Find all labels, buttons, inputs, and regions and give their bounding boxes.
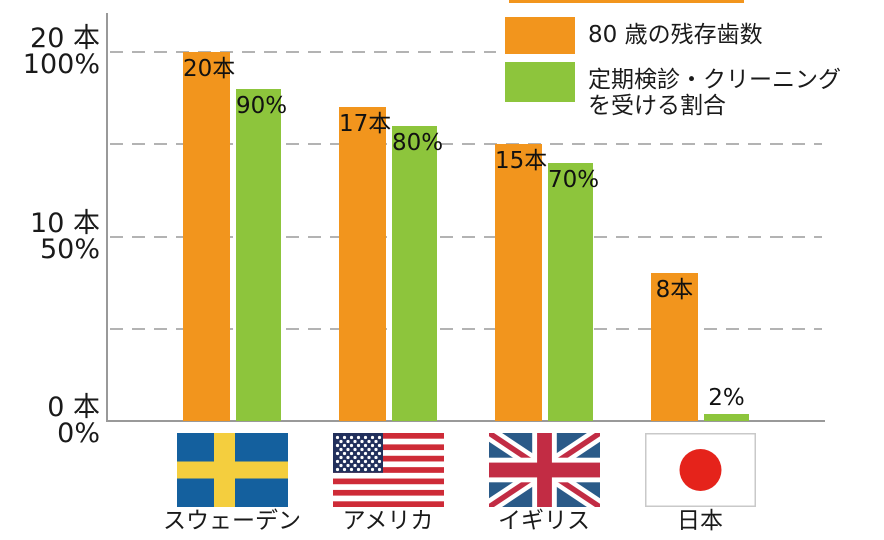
category-label-sweden: スウェーデン <box>163 508 301 534</box>
bar-value-label: 15本 <box>495 148 548 175</box>
legend-top-strip <box>509 0 744 3</box>
y-tick-teeth-label: 0 本 <box>47 392 100 423</box>
category-label-uk: イギリス <box>498 508 590 534</box>
legend-item-checkup: 定期検診・クリーニング を受ける割合 <box>505 62 841 119</box>
y-tick-teeth-label: 20 本 <box>30 23 100 54</box>
bar-checkup-sweden: 90% <box>236 88 288 421</box>
gridline-75pct <box>110 143 822 146</box>
bar-value-label: 2% <box>708 384 745 411</box>
bar-value-label: 8本 <box>655 277 694 304</box>
flag-sweden-icon <box>176 433 288 507</box>
y-axis-line <box>106 13 108 422</box>
legend-label-teeth: 80 歳の残存歯数 <box>588 22 763 48</box>
legend: 80 歳の残存歯数 定期検診・クリーニング を受ける割合 <box>496 0 868 119</box>
bar-teeth-sweden: 20本 <box>183 52 236 421</box>
legend-swatch-checkup-icon <box>505 62 575 102</box>
bar-checkup-usa: 80% <box>392 125 444 421</box>
flag-uk-icon <box>488 433 600 507</box>
bar-teeth-usa: 17本 <box>339 107 392 421</box>
bar-value-label: 70% <box>548 166 600 193</box>
y-tick-100pct: 20 本 100% <box>0 23 100 80</box>
bar-teeth-uk: 15本 <box>495 144 548 421</box>
category-label-japan: 日本 <box>677 508 723 534</box>
legend-label-checkup-line1: 定期検診・クリーニング <box>588 67 841 93</box>
category-label-usa: アメリカ <box>342 508 434 534</box>
y-tick-50pct: 10 本 50% <box>0 207 100 265</box>
bar-value-label: 20本 <box>183 56 236 82</box>
bar-value-label: 17本 <box>339 111 392 138</box>
flag-japan-icon <box>644 433 756 507</box>
bar-value-label: 90% <box>236 92 288 119</box>
y-tick-teeth-label: 10 本 <box>30 207 100 239</box>
bar-checkup-uk: 70% <box>548 162 600 421</box>
bar-teeth-japan: 8本 <box>651 273 698 421</box>
flag-usa-icon <box>332 433 444 507</box>
bar-checkup-japan: 2% <box>704 386 749 421</box>
y-tick-percent-label: 100% <box>22 49 100 80</box>
gridline-50pct <box>110 235 822 238</box>
gridline-25pct <box>110 327 822 330</box>
legend-label-checkup-line2: を受ける割合 <box>588 93 726 119</box>
y-tick-0pct: 0 本 0% <box>0 392 100 449</box>
legend-swatch-teeth-icon <box>505 17 575 54</box>
legend-label-checkup: 定期検診・クリーニング を受ける割合 <box>588 62 841 119</box>
x-axis-line <box>107 420 825 422</box>
legend-item-teeth: 80 歳の残存歯数 <box>505 17 763 54</box>
gridline-100pct <box>110 51 822 53</box>
bar-value-label: 80% <box>392 129 444 156</box>
y-tick-percent-label: 50% <box>39 233 100 265</box>
y-tick-percent-label: 0% <box>57 418 100 449</box>
